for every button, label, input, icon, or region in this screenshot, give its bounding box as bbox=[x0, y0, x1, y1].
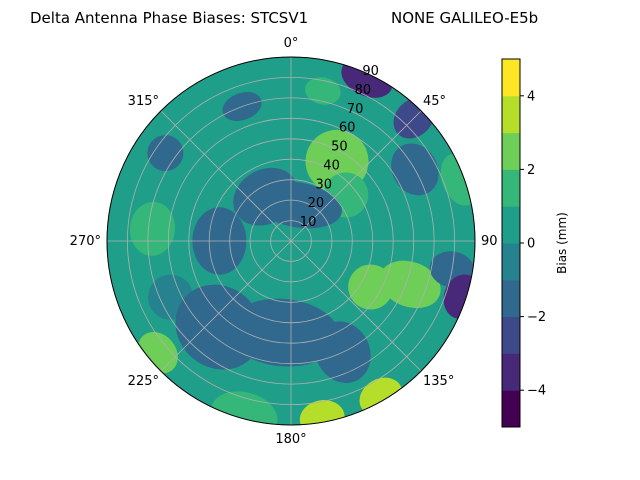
azimuth-label: 0° bbox=[284, 36, 299, 51]
contour-patch bbox=[379, 260, 441, 309]
colorbar-band bbox=[502, 132, 520, 170]
radial-tick-label: 20 bbox=[308, 196, 325, 211]
radial-tick-label: 60 bbox=[339, 121, 356, 136]
azimuth-grid-line bbox=[160, 240, 292, 372]
colorbar-band bbox=[502, 59, 520, 97]
contour-patch bbox=[226, 298, 340, 367]
azimuth-label: 180° bbox=[275, 432, 306, 447]
azimuth-grid-line bbox=[160, 110, 292, 242]
colorbar-band bbox=[502, 316, 520, 354]
colorbar-band bbox=[502, 353, 520, 391]
radial-tick-label: 40 bbox=[323, 158, 340, 173]
colorbar-band bbox=[502, 279, 520, 318]
polar-plot-area: 0° 45° 90 135° 180° 225° 270° 315° 10 20 30 40 50 60… bbox=[70, 36, 498, 447]
contour-patch bbox=[211, 391, 278, 425]
colorbar-bands bbox=[502, 59, 520, 428]
azimuth-label: 270° bbox=[70, 234, 101, 249]
colorbar-band bbox=[502, 169, 520, 207]
colorbar-band bbox=[502, 206, 520, 244]
radial-tick-label: 50 bbox=[331, 140, 348, 155]
colorbar-tick-label: −4 bbox=[527, 384, 546, 399]
colorbar-tick-label: 2 bbox=[527, 163, 535, 178]
colorbar-tick-label: −2 bbox=[527, 310, 546, 325]
colorbar-tick-label: 0 bbox=[527, 237, 535, 252]
chart-title-left: Delta Antenna Phase Biases: STCSV1 bbox=[30, 9, 308, 27]
colorbar-band bbox=[502, 95, 520, 134]
azimuth-label: 315° bbox=[128, 94, 159, 109]
azimuth-tick-labels: 0° 45° 90 135° 180° 225° 270° 315° bbox=[70, 36, 498, 447]
azimuth-grid-line bbox=[290, 240, 422, 372]
radial-tick-labels: 10 20 30 40 50 60 70 80 90 bbox=[300, 64, 379, 230]
radial-tick-label: 10 bbox=[300, 215, 317, 230]
radial-tick-label: 70 bbox=[347, 102, 364, 117]
polar-grid bbox=[106, 56, 476, 426]
contour-patch bbox=[299, 400, 345, 425]
colorbar-tick-label: 4 bbox=[527, 89, 535, 104]
colorbar-band bbox=[502, 390, 520, 428]
contour-patch bbox=[305, 77, 341, 105]
azimuth-label: 45° bbox=[423, 94, 446, 109]
polar-plot-outline bbox=[106, 56, 476, 426]
radial-tick-label: 80 bbox=[355, 83, 372, 98]
azimuth-grid-line bbox=[290, 110, 422, 242]
colorbar-ticks: −4 −2 0 2 4 bbox=[520, 89, 546, 399]
contour-patch bbox=[129, 201, 176, 256]
chart-title-right: NONE GALILEO-E5b bbox=[391, 9, 538, 27]
contour-patch bbox=[348, 264, 394, 310]
azimuth-label: 225° bbox=[128, 374, 159, 389]
contour-patch bbox=[147, 135, 184, 172]
radial-tick-label: 90 bbox=[362, 64, 379, 79]
colorbar-band bbox=[502, 243, 520, 281]
colorbar-label: Bias (mm) bbox=[555, 212, 569, 274]
azimuth-label: 135° bbox=[423, 374, 454, 389]
colorbar: −4 −2 0 2 4 Bias (mm) bbox=[501, 58, 569, 428]
azimuth-label: 90 bbox=[481, 234, 498, 249]
contour-patch bbox=[252, 181, 342, 229]
radial-tick-label: 30 bbox=[316, 177, 333, 192]
